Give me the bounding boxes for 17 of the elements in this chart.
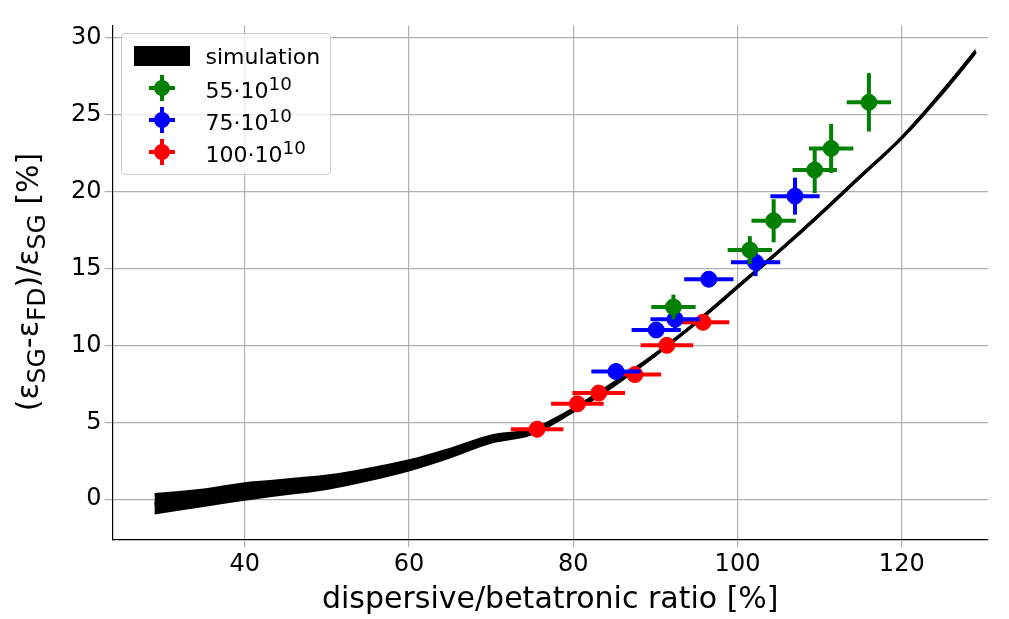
x-tick-label: 40: [229, 548, 261, 577]
legend-label: 75·10$^{10}$: [205, 105, 292, 136]
y-tick-label: 10: [70, 329, 102, 358]
y-tick-label: 15: [70, 252, 102, 281]
x-tick-label: 100: [714, 548, 761, 577]
legend-label: 55·10$^{10}$: [205, 73, 292, 104]
x-axis-title: dispersive/betatronic ratio [%]: [321, 579, 779, 615]
legend-label: 100·10$^{10}$: [205, 137, 306, 168]
y-tick-label: 0: [86, 483, 102, 512]
x-tick-label: 120: [878, 548, 925, 577]
y-tick-label: 20: [70, 175, 102, 204]
legend-label: simulation: [205, 43, 321, 69]
x-tick-label: 60: [393, 548, 425, 577]
x-tick-label: 80: [557, 548, 589, 577]
y-tick-label: 30: [70, 21, 102, 50]
y-tick-label: 25: [70, 98, 102, 127]
y-tick-label: 5: [86, 406, 102, 435]
